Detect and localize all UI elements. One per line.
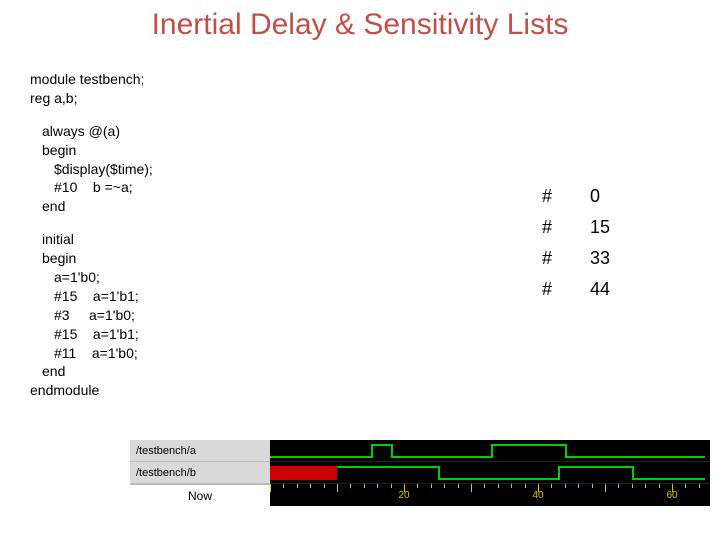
code-line: end <box>30 362 153 381</box>
output-cell: # <box>524 244 570 273</box>
code-block: module testbench; reg a,b; always @(a) b… <box>30 70 153 400</box>
code-line: #10 b =~a; <box>30 178 153 197</box>
table-row: #15 <box>524 213 628 242</box>
table-row: #33 <box>524 244 628 273</box>
tick-label: 60 <box>666 490 677 501</box>
waveform-viewer: /testbench/a /testbench/b Now 20 40 60 <box>130 440 710 530</box>
signal-row-a <box>270 440 710 462</box>
time-axis: 20 40 60 <box>270 484 710 506</box>
signal-row-b <box>270 462 710 484</box>
code-line: $display($time); <box>30 160 153 179</box>
table-row: #44 <box>524 275 628 304</box>
signal-label-a: /testbench/a <box>130 440 270 462</box>
code-line: end <box>30 197 153 216</box>
output-cell: 44 <box>572 275 628 304</box>
tick-label: 20 <box>398 490 409 501</box>
code-line: initial <box>30 230 153 249</box>
code-line: a=1'b0; <box>30 268 153 287</box>
code-line: endmodule <box>30 381 153 400</box>
code-line: #11 a=1'b0; <box>30 344 153 363</box>
output-table: #0 #15 #33 #44 <box>522 180 630 306</box>
code-line: #15 a=1'b1; <box>30 287 153 306</box>
table-row: #0 <box>524 182 628 211</box>
output-cell: 0 <box>572 182 628 211</box>
output-cell: 33 <box>572 244 628 273</box>
slide-title: Inertial Delay & Sensitivity Lists <box>0 0 720 52</box>
output-cell: # <box>524 213 570 242</box>
output-cell: # <box>524 275 570 304</box>
now-label: Now <box>130 484 270 506</box>
code-line: always @(a) <box>30 122 153 141</box>
code-line: #15 a=1'b1; <box>30 325 153 344</box>
code-line: module testbench; <box>30 70 153 89</box>
output-cell: 15 <box>572 213 628 242</box>
waveform-labels: /testbench/a /testbench/b Now <box>130 440 270 506</box>
code-line: #3 a=1'b0; <box>30 306 153 325</box>
tick-label: 40 <box>532 490 543 501</box>
signal-label-b: /testbench/b <box>130 462 270 484</box>
code-line: reg a,b; <box>30 89 153 108</box>
tick-marks <box>270 484 710 492</box>
output-cell: # <box>524 182 570 211</box>
code-line: begin <box>30 141 153 160</box>
code-line: begin <box>30 249 153 268</box>
